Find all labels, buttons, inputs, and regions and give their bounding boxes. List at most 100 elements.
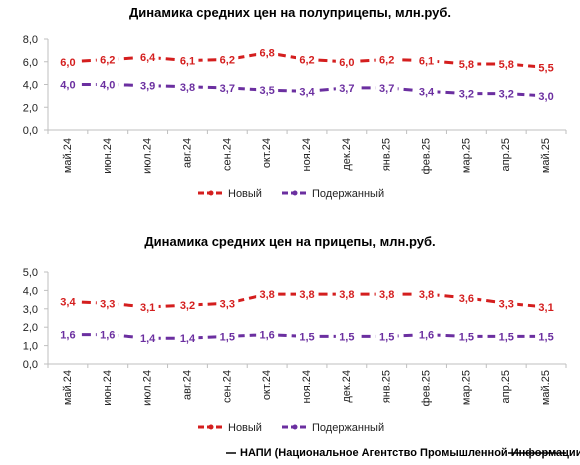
data-label-backdrop [375, 287, 398, 302]
data-label: 6,0 [60, 57, 75, 69]
data-label: 6,0 [339, 57, 354, 69]
data-label: 1,6 [100, 330, 115, 342]
x-tick-label: сен.24 [221, 370, 233, 403]
data-label-backdrop [136, 331, 159, 346]
data-label: 3,1 [140, 302, 155, 314]
y-tick-label: 0,0 [23, 125, 38, 137]
data-label: 6,8 [260, 48, 275, 60]
data-label-backdrop [216, 80, 239, 95]
x-tick-label: авг.24 [181, 138, 193, 168]
data-label: 3,5 [260, 85, 275, 97]
data-label-backdrop [216, 296, 239, 311]
data-label-backdrop [256, 83, 279, 98]
data-label: 6,2 [220, 54, 235, 66]
y-tick-label: 4,0 [23, 80, 38, 92]
data-label: 6,2 [379, 54, 394, 66]
data-label-backdrop [96, 77, 119, 92]
data-label: 6,1 [180, 56, 195, 68]
x-tick-label: мар.25 [460, 138, 472, 173]
data-label-backdrop [495, 86, 518, 101]
data-label-backdrop [495, 296, 518, 311]
data-label: 4,0 [60, 80, 75, 92]
data-label-backdrop [415, 53, 438, 68]
x-tick-label: май.24 [62, 370, 74, 405]
data-label-backdrop [495, 329, 518, 344]
x-tick-label: фев.25 [421, 370, 433, 406]
data-label-backdrop [256, 287, 279, 302]
data-label-backdrop [296, 52, 318, 67]
data-label: 3,8 [260, 289, 275, 301]
x-tick-label: май.24 [62, 138, 74, 173]
data-label-backdrop [56, 54, 79, 69]
data-label: 6,4 [140, 52, 156, 64]
data-label: 3,8 [299, 289, 314, 301]
data-label-backdrop [256, 327, 279, 342]
data-label-backdrop [136, 78, 159, 93]
x-tick-label: янв.25 [381, 138, 393, 171]
chart-1: Динамика средних цен на полуприцепы, млн… [23, 5, 567, 200]
x-tick-label: дек.24 [341, 370, 353, 403]
x-tick-label: июн.24 [102, 370, 114, 406]
data-label: 5,5 [538, 62, 553, 74]
legend-marker [292, 190, 298, 196]
y-tick-label: 5,0 [23, 267, 38, 279]
data-label-backdrop [296, 84, 318, 99]
data-label-backdrop [216, 329, 239, 344]
data-label-backdrop [375, 329, 398, 344]
x-tick-label: апр.25 [500, 138, 512, 171]
data-label: 6,1 [419, 56, 434, 68]
data-label: 3,1 [538, 302, 553, 314]
data-label-backdrop [296, 287, 318, 302]
data-label: 3,2 [499, 89, 514, 101]
legend: Новый Подержанный [198, 188, 384, 200]
data-label: 1,6 [260, 330, 275, 342]
data-label-backdrop [216, 52, 239, 67]
data-label: 3,6 [459, 293, 474, 305]
data-label-backdrop [455, 290, 478, 305]
data-label-backdrop [176, 79, 199, 94]
y-tick-label: 8,0 [23, 34, 38, 46]
legend-label: Новый [228, 422, 262, 434]
data-label-backdrop [335, 80, 358, 95]
x-tick-label: авг.24 [181, 370, 193, 400]
data-label: 1,5 [538, 331, 553, 343]
x-tick-label: июн.24 [102, 138, 114, 174]
legend: Новый Подержанный [198, 422, 384, 434]
x-tick-label: сен.24 [221, 138, 233, 171]
data-label: 5,8 [499, 59, 514, 71]
y-tick-label: 3,0 [23, 304, 38, 316]
x-tick-label: ноя.24 [301, 370, 313, 403]
data-label: 6,2 [299, 54, 314, 66]
data-label: 1,5 [459, 331, 474, 343]
data-label: 5,8 [459, 59, 474, 71]
x-tick-label: дек.24 [341, 138, 353, 171]
y-tick-label: 1,0 [23, 341, 38, 353]
data-label: 1,4 [180, 333, 196, 345]
data-label: 1,6 [60, 330, 75, 342]
data-label: 4,0 [100, 80, 115, 92]
data-label-backdrop [176, 331, 199, 346]
data-label-backdrop [375, 80, 398, 95]
x-tick-label: янв.25 [381, 370, 393, 403]
x-tick-label: окт.24 [261, 138, 273, 168]
x-tick-label: май.25 [540, 138, 552, 173]
data-label: 1,5 [339, 331, 354, 343]
data-label-backdrop [535, 60, 558, 75]
data-label: 3,7 [220, 83, 235, 95]
y-tick-label: 2,0 [23, 322, 38, 334]
data-label: 3,9 [140, 81, 155, 93]
x-tick-label: мар.25 [460, 370, 472, 405]
data-label: 3,8 [339, 289, 354, 301]
data-label-backdrop [455, 86, 478, 101]
data-label: 3,7 [339, 83, 354, 95]
data-label: 3,0 [538, 91, 553, 103]
data-label: 3,4 [299, 86, 315, 98]
data-label-backdrop [335, 329, 358, 344]
data-label: 1,5 [220, 331, 235, 343]
y-tick-label: 0,0 [23, 359, 38, 371]
chart-title: Динамика средних цен на прицепы, млн.руб… [144, 234, 435, 249]
x-tick-label: ноя.24 [301, 138, 313, 171]
y-tick-label: 4,0 [23, 285, 38, 297]
legend-label: Подержанный [312, 188, 384, 200]
data-label-backdrop [535, 88, 558, 103]
